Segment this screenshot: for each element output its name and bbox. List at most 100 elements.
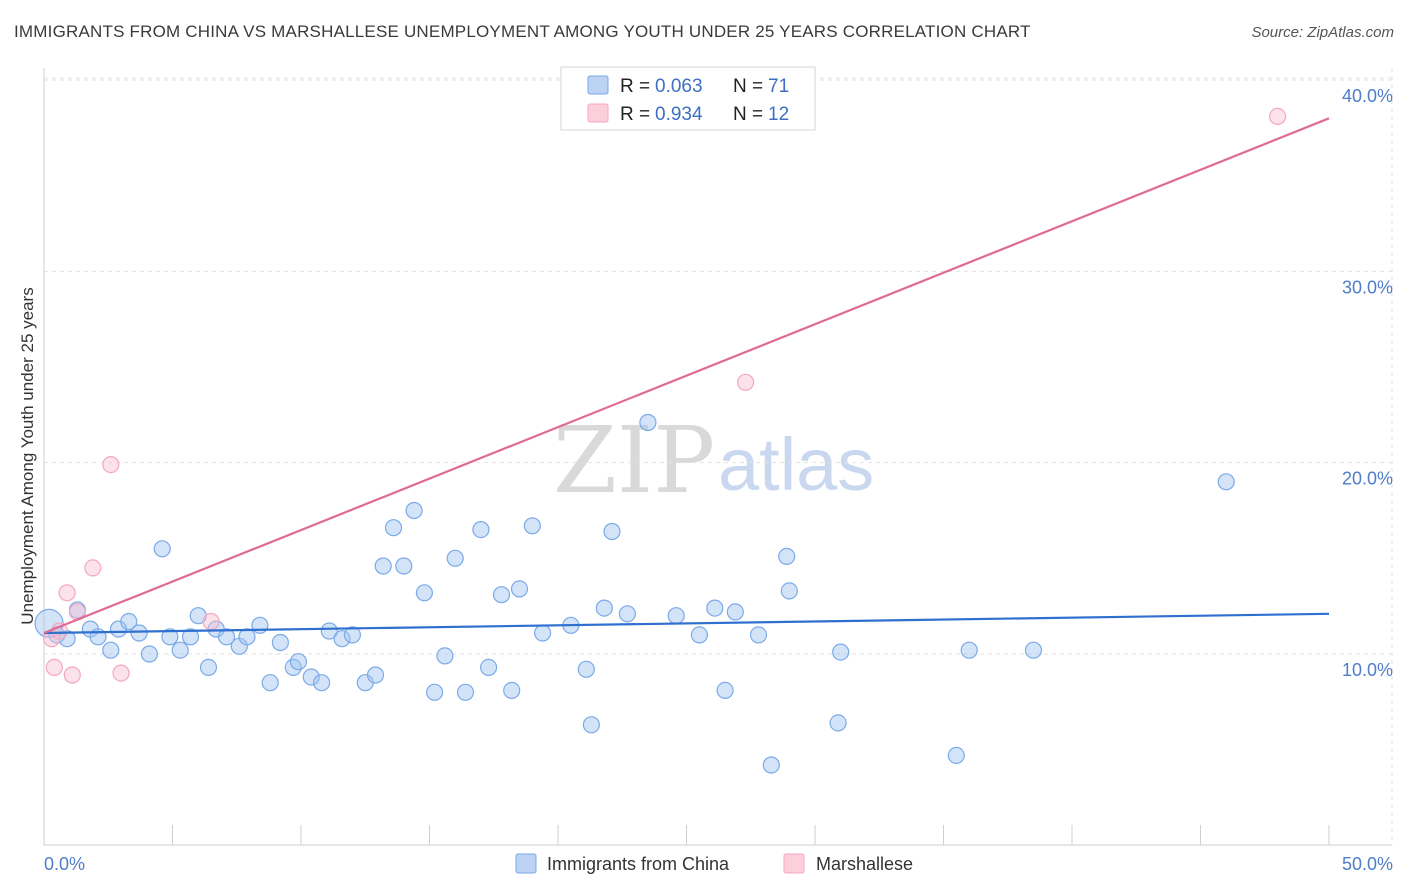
series-marshallese-points <box>43 107 1287 684</box>
point-china <box>503 681 521 700</box>
y-tick-label: 40.0% <box>1342 86 1393 106</box>
point-china <box>667 607 685 625</box>
point-china <box>472 520 490 539</box>
point-marshallese <box>63 666 81 684</box>
point-marshallese <box>202 612 220 631</box>
point-china <box>217 628 236 646</box>
point-marshallese <box>58 584 76 602</box>
legend-r-value-china: 0.063 <box>655 76 703 97</box>
point-china <box>726 603 744 621</box>
legend-swatch-china <box>587 75 609 95</box>
point-china <box>261 674 279 692</box>
legend-n-value-marshallese: 12 <box>768 104 789 125</box>
point-china <box>171 641 189 659</box>
point-marshallese <box>45 658 63 677</box>
watermark-zip: ZIP <box>553 407 715 514</box>
legend-swatch-marshallese <box>587 103 609 123</box>
point-china <box>405 501 423 520</box>
point-china <box>582 716 601 734</box>
point-china <box>456 683 475 701</box>
point-china <box>510 580 529 598</box>
point-china <box>161 628 179 646</box>
point-china <box>706 599 724 617</box>
point-china <box>333 630 351 648</box>
point-china <box>762 756 780 774</box>
legend-r-value-marshallese: 0.934 <box>655 104 703 125</box>
point-china <box>960 641 978 659</box>
point-china <box>492 586 511 604</box>
y-tick-label: 30.0% <box>1342 277 1393 297</box>
point-china <box>289 653 307 671</box>
point-china <box>639 413 657 432</box>
point-china <box>302 668 320 686</box>
point-china <box>199 658 218 677</box>
legend-n-label-china: N = <box>733 76 763 97</box>
point-china <box>947 746 965 765</box>
chart-source[interactable]: Source: ZipAtlas.com <box>1251 24 1394 41</box>
point-china <box>366 666 385 684</box>
legend-n-value-china: 71 <box>768 76 789 97</box>
y-tick-label: 10.0% <box>1342 660 1393 680</box>
point-china <box>577 660 595 678</box>
point-china <box>778 547 796 566</box>
point-china <box>480 658 498 677</box>
legend-r-label-china: R = <box>620 76 650 97</box>
point-china <box>780 582 798 600</box>
x-tick-label-min: 0.0% <box>44 854 85 874</box>
trend-line-china <box>43 612 1330 635</box>
point-china <box>690 626 709 644</box>
point-china <box>1217 473 1235 491</box>
point-marshallese <box>1268 107 1287 126</box>
point-china <box>829 714 847 732</box>
point-china <box>140 645 158 663</box>
bottom-legend-swatch-china <box>515 853 537 874</box>
legend-r-label-marshallese: R = <box>620 104 650 125</box>
bottom-legend-label-china: Immigrants from China <box>547 854 730 874</box>
point-china <box>716 681 734 700</box>
point-china <box>120 612 138 631</box>
point-china <box>343 626 361 644</box>
y-tick-labels: 10.0% 20.0% 30.0% 40.0% <box>1342 86 1393 680</box>
point-china <box>374 557 392 575</box>
point-china <box>181 628 200 646</box>
point-marshallese <box>84 559 102 577</box>
trend-line-marshallese <box>43 117 1330 635</box>
point-china <box>102 641 120 659</box>
point-china <box>832 643 850 661</box>
point-marshallese <box>102 456 120 474</box>
point-china <box>603 522 621 541</box>
point-china <box>595 599 613 617</box>
x-tick-marks <box>43 825 1330 845</box>
legend-n-label-marshallese: N = <box>733 104 763 125</box>
point-china <box>415 584 433 602</box>
point-china <box>238 628 256 646</box>
watermark-atlas: atlas <box>718 423 874 506</box>
point-china <box>395 557 413 575</box>
y-axis-label: Unemployment Among Youth under 25 years <box>18 287 37 624</box>
chart-title: IMMIGRANTS FROM CHINA VS MARSHALLESE UNE… <box>14 22 1031 41</box>
point-china <box>1024 641 1043 659</box>
point-china <box>320 622 338 640</box>
point-china <box>618 605 637 623</box>
legend-top: R = 0.063 N = 71 R = 0.934 N = 12 <box>560 66 816 131</box>
bottom-legend-label-marshallese: Marshallese <box>816 854 913 874</box>
gridlines <box>44 68 1393 845</box>
point-china <box>426 683 444 701</box>
bottom-legend-swatch-marshallese <box>783 853 805 874</box>
series-china-points <box>34 413 1235 774</box>
point-china <box>523 517 541 535</box>
trend-lines <box>43 117 1330 635</box>
point-marshallese <box>112 664 130 682</box>
point-china <box>436 647 454 665</box>
point-marshallese <box>736 373 755 391</box>
x-tick-label-max: 50.0% <box>1342 854 1393 874</box>
point-china <box>749 626 768 644</box>
point-china <box>271 633 289 652</box>
point-china <box>384 519 403 537</box>
point-china <box>153 540 171 558</box>
y-tick-label: 20.0% <box>1342 469 1393 489</box>
legend-bottom: Immigrants from China Marshallese <box>515 853 913 874</box>
point-china <box>313 674 331 692</box>
point-china <box>130 624 148 642</box>
